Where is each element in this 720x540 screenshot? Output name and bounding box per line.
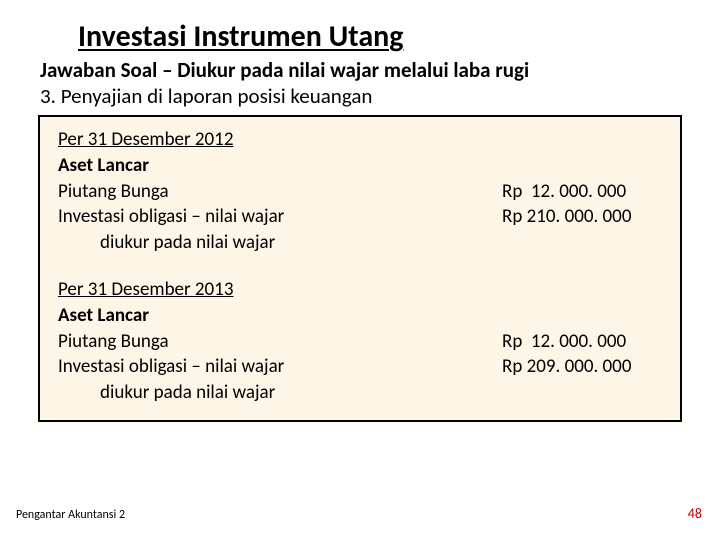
content-box: Per 31 Desember 2012 Aset Lancar Piutang…: [38, 115, 682, 421]
page-number: 48: [688, 505, 702, 522]
piutang-value-2013: Rp 12. 000. 000: [502, 329, 662, 355]
aset-lancar-2013: Aset Lancar: [58, 303, 662, 329]
slide-subtitle: Jawaban Soal – Diukur pada nilai wajar m…: [40, 57, 690, 83]
footer-left: Pengantar Akuntansi 2: [16, 508, 125, 522]
invest-sub-2013: diukur pada nilai wajar: [58, 380, 662, 406]
invest-label-2012: Investasi obligasi – nilai wajar: [58, 204, 502, 230]
piutang-value-2012: Rp 12. 000. 000: [502, 179, 662, 205]
invest-value-2013: Rp 209. 000. 000: [502, 354, 662, 380]
invest-value-2012: Rp 210. 000. 000: [502, 204, 662, 230]
invest-sub-2012: diukur pada nilai wajar: [58, 230, 662, 256]
aset-lancar-2012: Aset Lancar: [58, 153, 662, 179]
piutang-label-2012: Piutang Bunga: [58, 179, 502, 205]
slide-title: Investasi Instrumen Utang: [78, 18, 690, 55]
date-2013: Per 31 Desember 2013: [58, 277, 662, 303]
date-2012: Per 31 Desember 2012: [58, 127, 662, 153]
invest-label-2013: Investasi obligasi – nilai wajar: [58, 354, 502, 380]
point-3: 3. Penyajian di laporan posisi keuangan: [40, 83, 690, 109]
piutang-label-2013: Piutang Bunga: [58, 329, 502, 355]
